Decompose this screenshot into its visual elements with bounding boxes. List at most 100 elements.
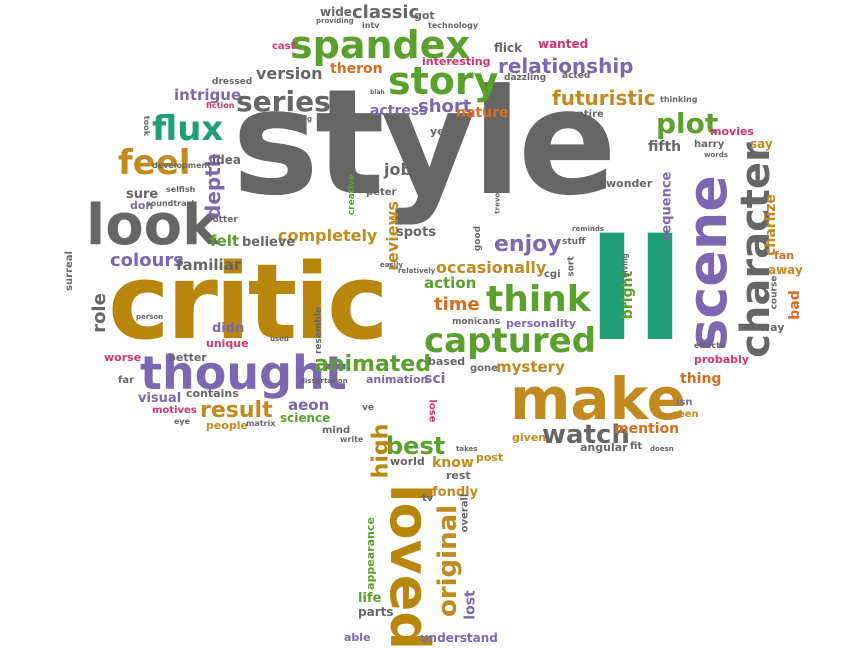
- word-movies: movies: [710, 125, 754, 138]
- word-unique: unique: [206, 337, 249, 350]
- word-away: away: [768, 263, 803, 277]
- word-trevor: trevor: [493, 189, 502, 214]
- word-blah: blah: [370, 89, 385, 96]
- word-enjoy: enjoy: [494, 232, 562, 257]
- word-mystery: mystery: [496, 358, 565, 376]
- word-resemble: resemble: [314, 306, 325, 355]
- word-completely: completely: [278, 226, 378, 245]
- word-nature: nature: [456, 105, 509, 121]
- word-interesting: interesting: [422, 55, 491, 68]
- word-make: make: [510, 365, 686, 433]
- word-isn: isn: [676, 397, 693, 408]
- word-angular: angular: [580, 441, 628, 454]
- word-lose: lose: [426, 399, 438, 423]
- word-selfish: selfish: [166, 185, 196, 194]
- word-say: say: [750, 137, 773, 151]
- word-going: going: [542, 121, 565, 129]
- word-watch: watch: [542, 420, 630, 450]
- word-stuff: stuff: [562, 237, 586, 247]
- word-bad: bad: [786, 290, 803, 320]
- word-result: result: [200, 398, 273, 423]
- word-visual: visual: [138, 391, 182, 406]
- word-world: world: [390, 455, 425, 468]
- word-flick: flick: [494, 41, 523, 55]
- word-creative: creative: [347, 173, 358, 216]
- word-fondly: fondly: [432, 485, 479, 500]
- word-person: person: [136, 313, 164, 321]
- word-ve: ve: [362, 403, 374, 413]
- word-short: short: [418, 96, 472, 117]
- word-action: action: [424, 274, 477, 292]
- word-futuristic: futuristic: [552, 86, 656, 110]
- word-potter: potter: [206, 215, 238, 225]
- word-intv: intv: [362, 21, 380, 30]
- word-used: used: [270, 335, 289, 343]
- word-doesn: doesn: [650, 445, 674, 453]
- word-high: high: [368, 423, 394, 479]
- word-sort: sort: [566, 256, 577, 277]
- word-cgi: cgi: [544, 269, 561, 280]
- word-style: style: [232, 58, 617, 228]
- word-feel: feel: [118, 143, 191, 183]
- word-look: look: [86, 193, 220, 258]
- word-captured: captured: [424, 321, 597, 361]
- word-scene: scene: [675, 175, 739, 351]
- word-dressed: dressed: [212, 77, 253, 87]
- word-dazzling: dazzling: [504, 73, 547, 83]
- word-worse: worse: [104, 351, 142, 364]
- word-harry: harry: [694, 139, 725, 150]
- word-appearance: appearance: [363, 517, 377, 590]
- word-plot: plot: [656, 107, 719, 140]
- word-overall: overall: [459, 493, 471, 533]
- word-probably: probably: [694, 353, 749, 366]
- word-mention: mention: [614, 421, 680, 437]
- word-original: original: [433, 504, 464, 618]
- word-thing: thing: [680, 371, 722, 387]
- word-year: year: [430, 125, 458, 138]
- word-classic: classic: [352, 2, 420, 23]
- word-animated: animated: [314, 352, 432, 377]
- word-surreal: surreal: [63, 251, 75, 291]
- word-effects: effects: [694, 341, 725, 350]
- word-fan: fan: [774, 249, 795, 262]
- word-gone: gone: [470, 363, 498, 374]
- word-got: got: [414, 9, 435, 22]
- word-entire: entire: [570, 109, 604, 120]
- word-personality: personality: [506, 317, 577, 330]
- word-best: best: [386, 432, 446, 460]
- word-really: really: [538, 150, 549, 179]
- word-time: time: [434, 294, 480, 315]
- word-acted: acted: [562, 71, 591, 81]
- word-contains: contains: [186, 387, 239, 400]
- word-rest: rest: [446, 469, 471, 482]
- word-bright: bright: [620, 270, 637, 320]
- word-tv: tv: [422, 493, 434, 504]
- word-wide: wide: [320, 5, 352, 19]
- word-given: given: [512, 431, 547, 444]
- word-thinking: thinking: [660, 95, 698, 104]
- word-idea: idea: [212, 153, 241, 167]
- word-far: far: [118, 375, 135, 386]
- word-sci: sci: [424, 371, 446, 387]
- word-fiction: fiction: [206, 101, 235, 110]
- word-felt: felt: [210, 232, 240, 250]
- word-critic: critic: [108, 241, 389, 363]
- word-cast: cast: [272, 41, 296, 52]
- word-didn: didn: [212, 321, 245, 336]
- word-good: good: [473, 225, 484, 252]
- word-seeing: seeing: [286, 115, 313, 123]
- word-eye: eye: [174, 417, 191, 426]
- word-mind: mind: [322, 425, 351, 436]
- word-write: write: [340, 435, 364, 444]
- word-familiar: familiar: [176, 256, 242, 274]
- word-spots: spots: [396, 225, 436, 240]
- word-spandex: spandex: [290, 23, 470, 67]
- word-know: know: [432, 455, 474, 471]
- word-reminds: reminds: [572, 225, 605, 233]
- word-course: course: [769, 275, 780, 310]
- word-relationship: relationship: [498, 54, 634, 78]
- word-based: based: [428, 355, 466, 368]
- word-giving: giving: [621, 253, 630, 278]
- word-seen: seen: [672, 409, 699, 420]
